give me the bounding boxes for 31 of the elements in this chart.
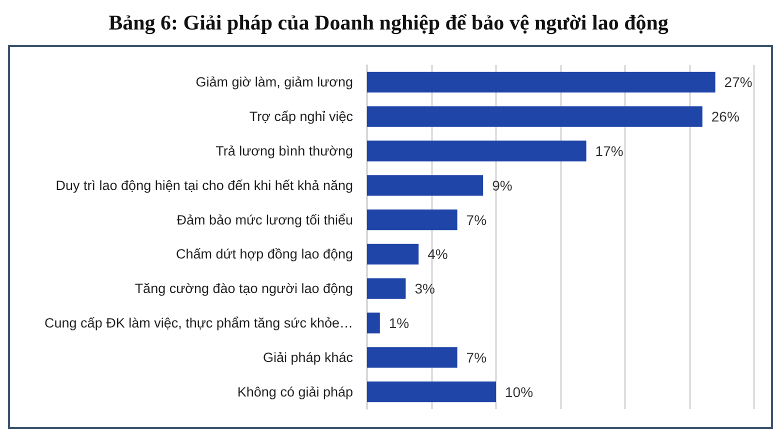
bar — [367, 209, 458, 230]
y-tick-label: Trợ cấp nghỉ việc — [249, 109, 354, 124]
bar — [367, 72, 716, 93]
data-label: 4% — [428, 246, 448, 262]
data-label: 27% — [724, 74, 752, 90]
bar — [367, 312, 380, 334]
bar — [367, 175, 484, 196]
bar — [367, 381, 496, 402]
y-tick-label: Giảm giờ làm, giảm lương — [196, 74, 353, 90]
data-label: 10% — [505, 384, 534, 400]
bar — [367, 244, 419, 265]
bar — [367, 278, 406, 299]
y-tick-label: Giải pháp khác — [262, 350, 354, 365]
y-tick-label: Duy trì lao động hiện tại cho đến khi hết khả năng — [56, 178, 353, 193]
chart-title: Bảng 6: Giải pháp của Doanh nghiệp để bảo vệ người lao động — [108, 10, 669, 34]
y-tick-label: Trả lương bình thường — [216, 144, 353, 158]
data-label: 3% — [414, 280, 435, 297]
data-label: 26% — [711, 108, 740, 125]
data-label: 9% — [492, 177, 512, 194]
y-tick-label: Cung cấp ĐK làm việc, thực phẩm tăng sức khỏe… — [44, 316, 353, 330]
y-tick-label: Không có giải pháp — [237, 384, 353, 400]
data-label: 7% — [466, 212, 487, 228]
y-tick-label: Đảm bảo mức lương tối thiểu — [176, 212, 353, 228]
data-label: 7% — [466, 349, 487, 366]
bar — [367, 347, 458, 368]
data-label: 17% — [595, 143, 624, 159]
bar — [367, 140, 586, 162]
y-tick-label: Chấm dứt hợp đồng lao động — [176, 246, 353, 262]
data-label: 1% — [388, 315, 410, 331]
bar — [367, 106, 702, 127]
y-tick-label: Tăng cường đào tạo người lao động — [134, 281, 353, 296]
